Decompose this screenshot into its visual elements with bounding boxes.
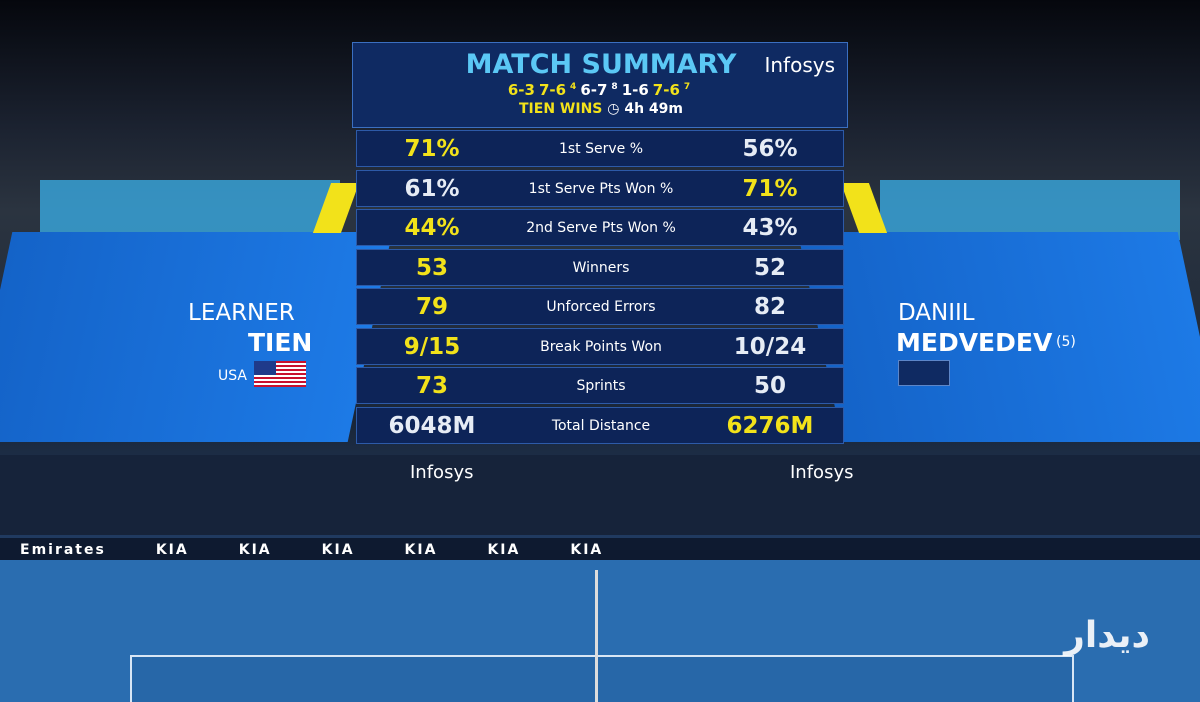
player-panel: [0, 232, 393, 442]
stat-row: 6048M Total Distance 6276M: [356, 406, 844, 444]
panel-accent: [40, 180, 340, 240]
flag-canton: [254, 361, 276, 375]
left-value: 53: [415, 254, 448, 281]
watermark: دیدار: [1064, 615, 1150, 656]
player-last-name: MEDVEDEV: [896, 328, 1053, 357]
player-country: USA: [218, 368, 247, 384]
court-wall: [0, 455, 1200, 535]
tiebreak: 4: [570, 82, 577, 92]
stat-row: 71% 1st Serve % 56%: [356, 130, 844, 167]
net: [595, 570, 598, 702]
board-logo: Infosys: [790, 462, 854, 483]
stat-row: 53 Winners 52: [356, 248, 844, 286]
ad: KIA: [155, 542, 189, 558]
right-value: 71%: [742, 175, 798, 202]
result-line: TIEN WINS ◷ 4h 49m: [519, 101, 683, 117]
set-score: 6-7: [580, 81, 608, 99]
right-value: 82: [753, 294, 786, 320]
result: TIEN WINS: [519, 101, 603, 117]
flag-placeholder: [898, 360, 950, 386]
stat-row: 44% 2nd Serve Pts Won % 43%: [356, 209, 844, 246]
stat-label: Sprints: [576, 378, 626, 394]
stat-row: 79 Unforced Errors 82: [356, 288, 844, 325]
left-value: 71%: [404, 136, 460, 162]
player-first-name: DANIIL: [898, 300, 975, 326]
right-value: 10/24: [733, 333, 807, 360]
court-lines: [130, 655, 1074, 702]
right-value: 56%: [742, 136, 798, 162]
summary-header: MATCH SUMMARY Infosys 6-3 7-6 4 6-7 8 1-6 7-6 7…: [352, 42, 848, 128]
board-logo: Infosys: [410, 462, 474, 483]
tiebreak: 8: [611, 82, 618, 92]
stat-row: 73 Sprints 50: [356, 367, 844, 404]
right-value: 52: [753, 254, 786, 281]
left-value: 73: [415, 373, 448, 399]
stat-label: 2nd Serve Pts Won %: [526, 220, 676, 236]
left-value: 61%: [404, 175, 460, 202]
right-value: 50: [753, 373, 786, 399]
stat-row: 61% 1st Serve Pts Won % 71%: [356, 169, 844, 207]
panel-accent: [880, 180, 1180, 240]
ad: Emirates: [20, 542, 106, 558]
player-seed: (5): [1056, 334, 1076, 350]
left-value: 9/15: [403, 333, 461, 360]
player-first-name: LEARNER: [188, 300, 295, 326]
brand: Infosys: [764, 53, 835, 77]
set-score: 1-6: [621, 81, 649, 99]
match-summary: MATCH SUMMARY Infosys 6-3 7-6 4 6-7 8 1-6 7-6 7…: [352, 42, 848, 446]
ad: KIA: [238, 542, 272, 558]
ad: KIA: [570, 542, 604, 558]
summary-title: MATCH SUMMARY: [465, 49, 737, 80]
tiebreak: 7: [683, 82, 691, 92]
player-last-name: TIEN: [248, 328, 313, 357]
stat-label: 1st Serve Pts Won %: [528, 180, 674, 197]
left-value: 6048M: [388, 412, 476, 439]
flag: [254, 361, 306, 387]
stat-label: Break Points Won: [540, 338, 662, 355]
ad: KIA: [404, 542, 438, 558]
stat-label: Total Distance: [551, 417, 651, 434]
set-score: 7-6: [538, 81, 567, 99]
ad: KIA: [487, 542, 521, 558]
duration: 4h 49m: [624, 101, 683, 117]
set-score: 6-3: [507, 81, 535, 99]
left-value: 79: [415, 294, 448, 320]
set-score: 7-6: [652, 81, 680, 99]
ad-band: Emirates KIA KIA KIA KIA KIA KIA: [0, 538, 1200, 562]
stat-label: Winners: [572, 259, 630, 276]
stat-label: Unforced Errors: [546, 299, 656, 315]
stat-label: 1st Serve %: [558, 141, 644, 157]
set-scores: 6-3 7-6 4 6-7 8 1-6 7-6 7: [353, 81, 849, 99]
right-value: 43%: [742, 215, 798, 241]
right-value: 6276M: [726, 412, 814, 439]
ad: KIA: [321, 542, 355, 558]
stat-row: 9/15 Break Points Won 10/24: [356, 327, 844, 365]
left-value: 44%: [404, 215, 460, 241]
